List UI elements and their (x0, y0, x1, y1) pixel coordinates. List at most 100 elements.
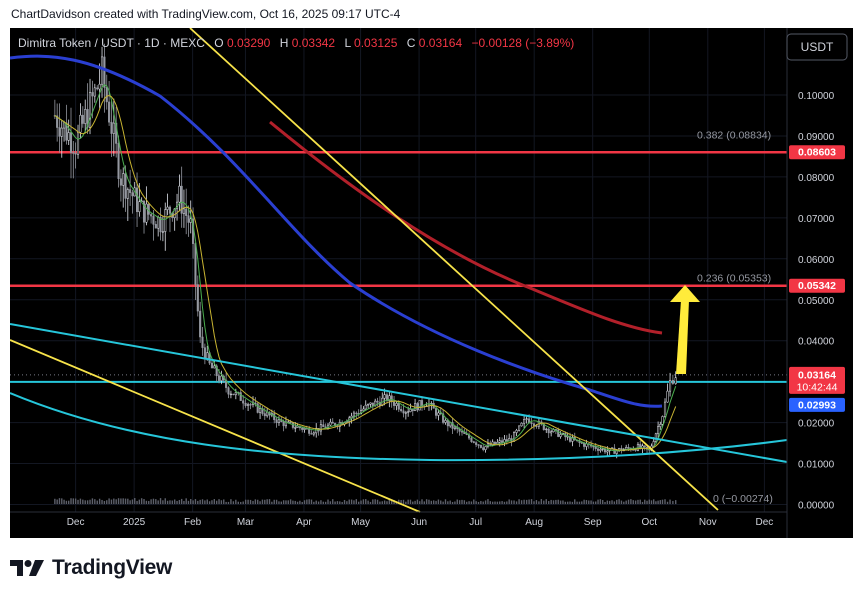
volume-bar (237, 501, 239, 504)
candle-body (79, 114, 82, 133)
time-tick-label: Sep (584, 517, 602, 528)
volume-bar (273, 499, 275, 504)
candle-body (592, 445, 595, 448)
volume-bar (461, 499, 463, 504)
volume-bar (669, 499, 671, 504)
candle-body (407, 411, 410, 413)
volume-bar (510, 500, 513, 504)
volume-bar (641, 501, 644, 504)
candle-body (93, 87, 96, 97)
volume-bar (301, 501, 303, 504)
candle-body (303, 428, 306, 430)
candle-body (282, 421, 285, 427)
volume-bar (583, 499, 585, 504)
volume-bar (355, 499, 358, 504)
volume-bar (585, 500, 588, 504)
volume-bar (339, 501, 341, 504)
volume-bar (664, 499, 666, 504)
volume-bar (421, 499, 423, 504)
candle-body (185, 208, 188, 216)
short-ma-line (54, 84, 677, 452)
volume-bar (473, 499, 475, 504)
volume-bar (627, 499, 630, 504)
volume-bar (254, 499, 257, 504)
fib-level-label: 0 (−0.00274) (713, 493, 773, 505)
chart-panel[interactable]: 0.382 (0.08834) 0.236 (0.05353) 0 (−0.0027… (10, 28, 853, 538)
high-value: 0.03342 (292, 36, 336, 50)
volume-bar (430, 500, 433, 504)
volume-bar (113, 498, 115, 504)
volume-bar (482, 501, 484, 504)
attribution-bar: ChartDavidson created with TradingView.c… (0, 0, 860, 28)
price-chart[interactable]: 0.382 (0.08834) 0.236 (0.05353) 0 (−0.0027… (10, 28, 853, 538)
volume-bar (242, 501, 244, 504)
volume-bar (208, 501, 211, 504)
volume-bar (407, 499, 409, 504)
volume-bar (362, 499, 365, 504)
volume-bar (134, 498, 136, 504)
volume-bar (383, 500, 386, 504)
candle-body (416, 403, 419, 411)
candle-body (69, 132, 73, 153)
volume-bar (428, 499, 430, 504)
candle-body (232, 393, 235, 396)
candle-body (275, 419, 278, 423)
volume-bar (334, 501, 336, 504)
candle-body (571, 437, 574, 442)
candle-body (142, 200, 146, 223)
candle-body (249, 404, 252, 406)
trend-line-lower (10, 339, 421, 513)
volume-bar (432, 500, 435, 504)
volume-bar (329, 501, 332, 504)
candle-body (108, 101, 111, 123)
price-tick-label: 0.04000 (798, 337, 835, 348)
volume-bar (369, 501, 372, 504)
volume-bar (425, 499, 428, 504)
candle-body (352, 412, 356, 417)
volume-bar (82, 499, 84, 504)
volume-bar (197, 500, 199, 504)
volume-bar (520, 500, 523, 504)
currency-button[interactable]: USDT (786, 33, 848, 61)
volume-bar (657, 500, 659, 504)
volume-bar (528, 499, 530, 504)
volume-bar (275, 499, 278, 504)
volume-bar (289, 499, 292, 504)
volume-bar (449, 500, 451, 504)
close-label: C (407, 36, 416, 50)
volume-bar (157, 500, 159, 504)
volume-bar (484, 500, 487, 504)
candle-body (159, 216, 162, 233)
volume-bar (501, 501, 503, 504)
volume-bar (470, 501, 473, 504)
volume-bar (101, 499, 103, 504)
volume-bar (187, 500, 190, 504)
volume-bar (91, 498, 94, 504)
volume-bar (74, 498, 77, 504)
volume-bar (56, 499, 58, 504)
candle-body (501, 440, 504, 443)
candle-body (668, 379, 672, 392)
volume-bar (451, 501, 454, 504)
volume-bar (282, 500, 285, 504)
candle-body (397, 403, 400, 410)
candle-body (475, 442, 478, 445)
volume-bar (523, 499, 525, 504)
volume-bar (192, 500, 194, 504)
candle-body (545, 428, 548, 431)
candle-body (547, 428, 550, 434)
time-axis[interactable]: Dec 2025 Feb Mar Apr May Jun Jul Aug Sep Oct Nov Dec (10, 511, 787, 528)
candle-body (518, 425, 521, 431)
candle-body (263, 413, 266, 417)
volume-bar (557, 499, 559, 504)
change-value: −0.00128 (−3.89%) (472, 36, 575, 50)
volume-bar (533, 501, 535, 504)
volume-bar (285, 500, 287, 504)
volume-bar (637, 499, 639, 504)
candle-body (550, 431, 553, 434)
volume-bar (625, 500, 627, 504)
candle-body (583, 443, 586, 447)
candle-body (395, 403, 398, 406)
candle-body (173, 208, 176, 219)
candle-body (150, 214, 153, 217)
